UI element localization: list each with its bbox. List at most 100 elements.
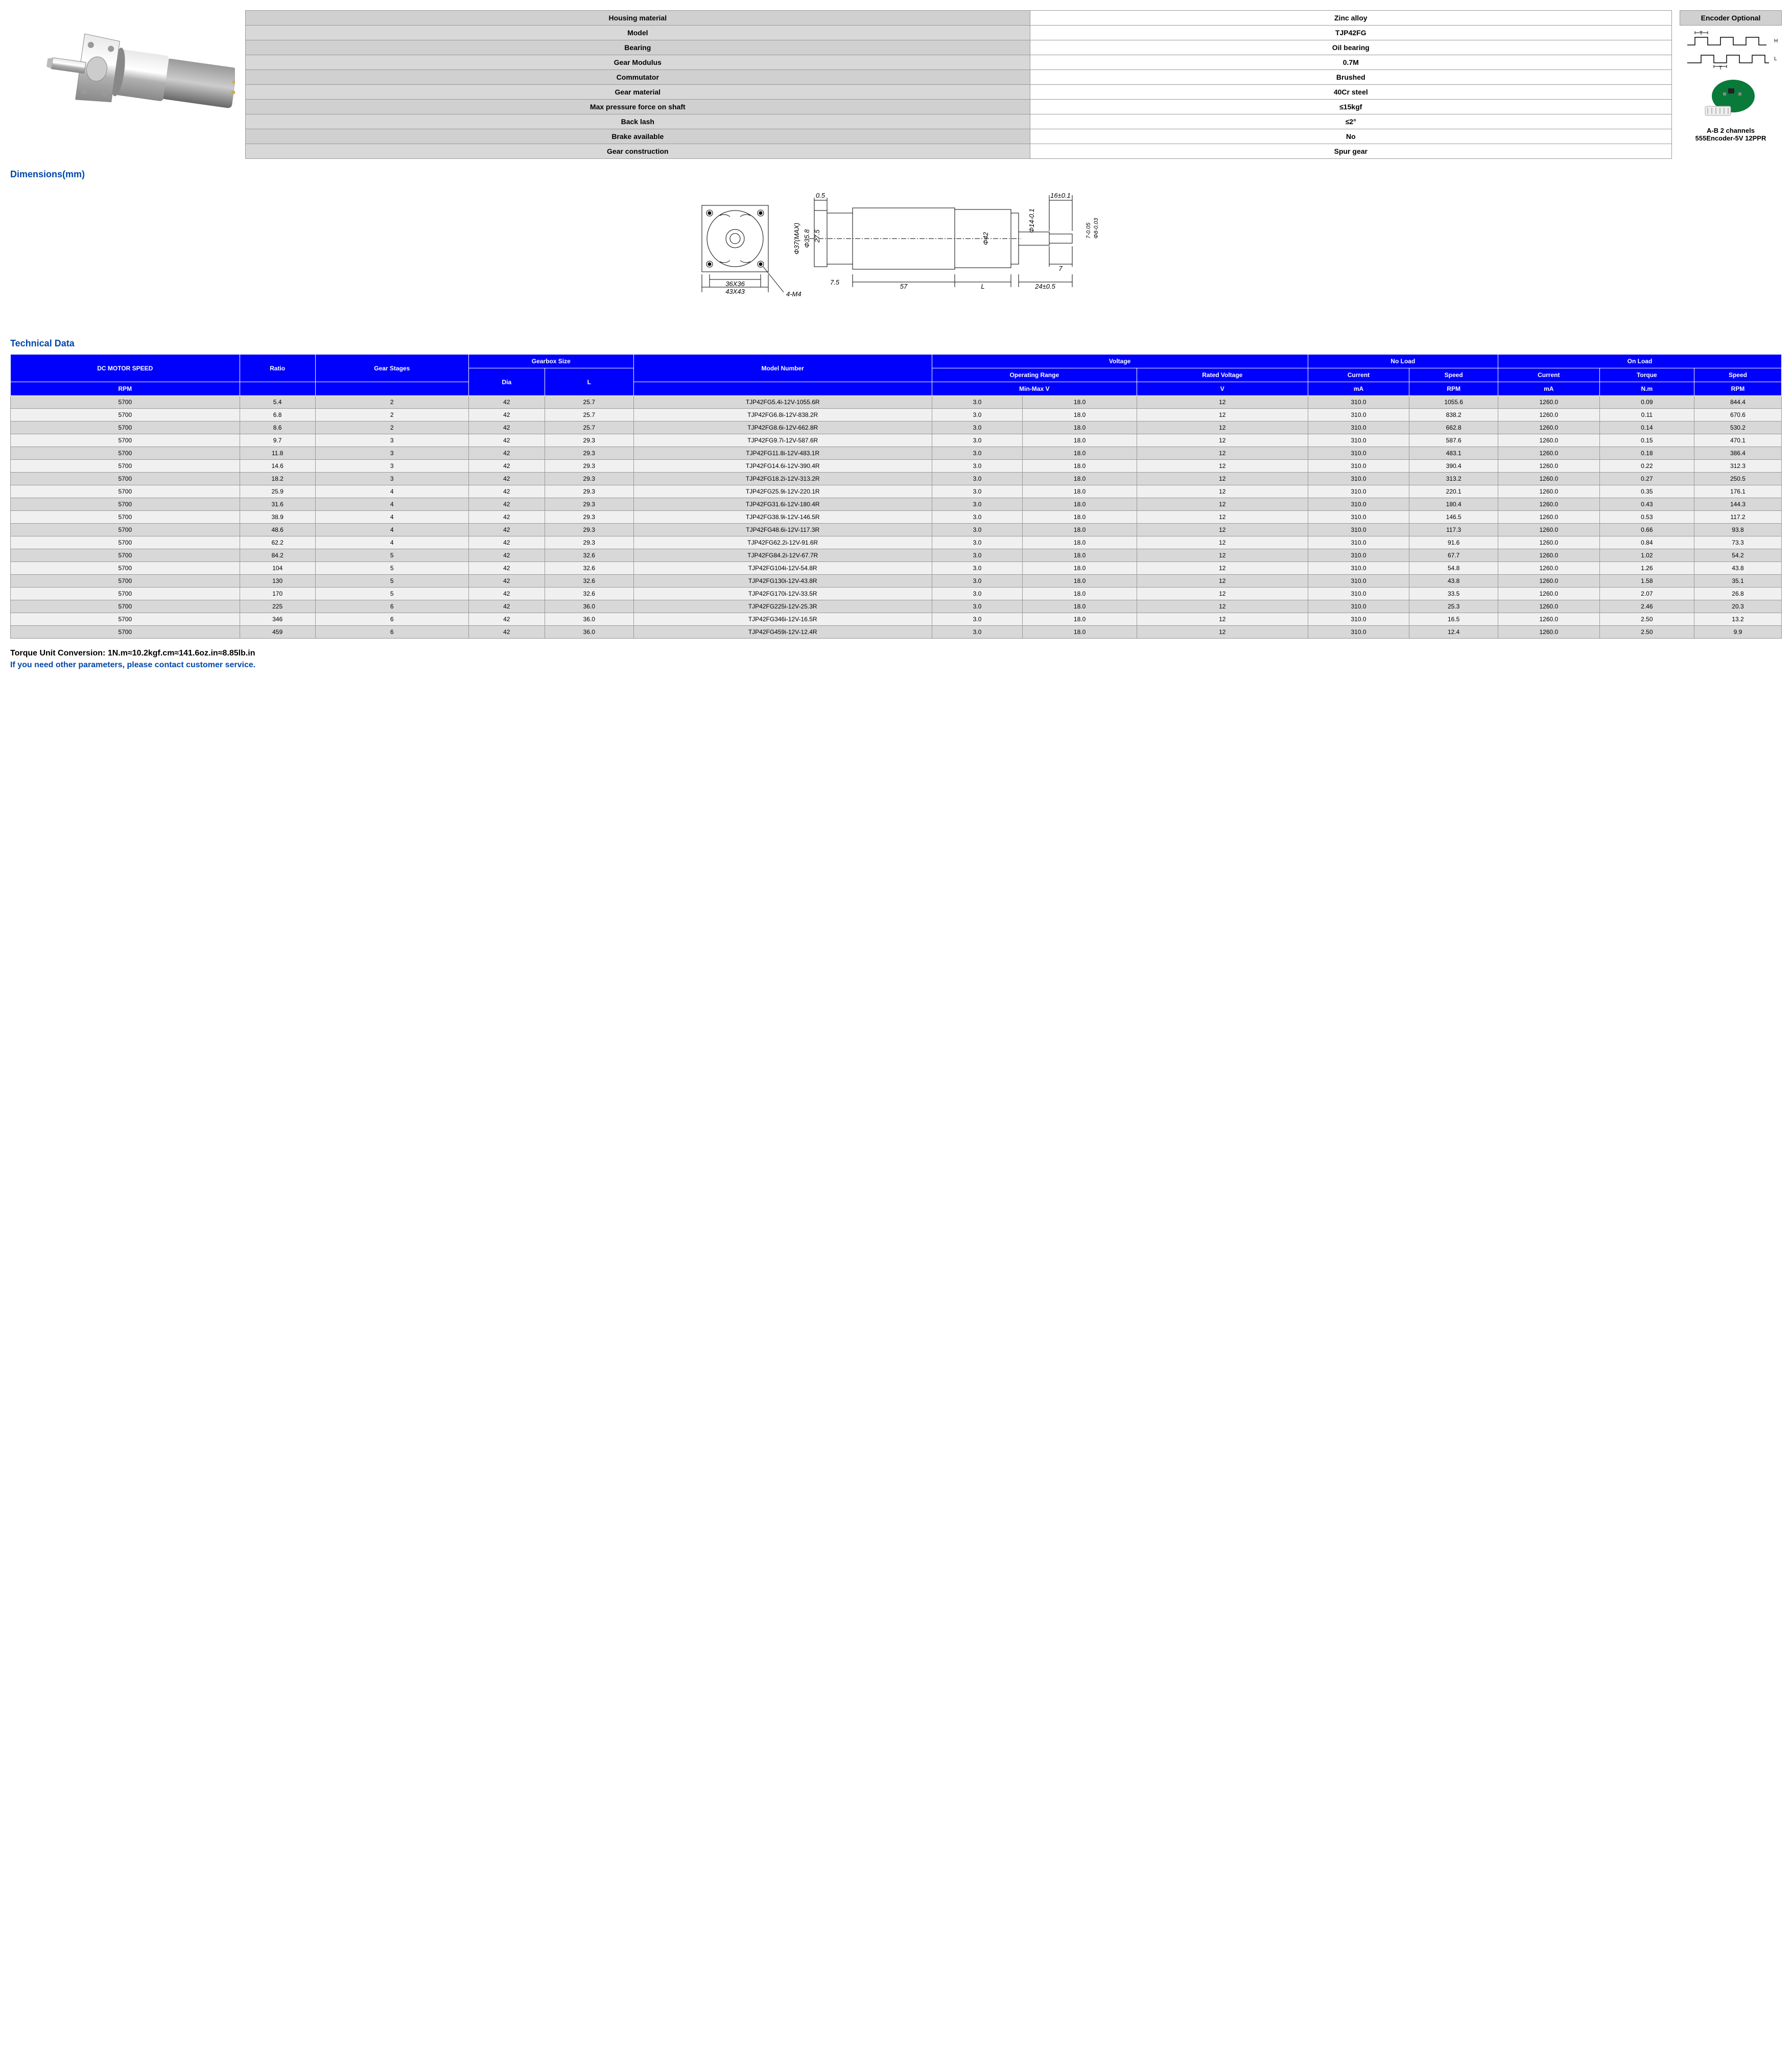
tech-row: 570048.644229.3TJP42FG48.6i-12V-117.3R3.… <box>11 524 1782 536</box>
tech-cell: 5700 <box>11 600 240 613</box>
tech-cell: 29.3 <box>545 485 633 498</box>
spec-row: Gear material40Cr steel <box>246 85 1672 100</box>
tech-cell: 43.8 <box>1409 575 1498 588</box>
tech-cell: 42 <box>468 524 545 536</box>
svg-text:H: H <box>1774 38 1778 44</box>
tech-cell: 3.0 <box>932 485 1023 498</box>
tech-cell: 3.0 <box>932 626 1023 639</box>
tech-cell: 18.0 <box>1023 626 1137 639</box>
tech-cell: 12 <box>1137 575 1308 588</box>
tech-cell: 3 <box>315 447 468 460</box>
svg-text:Φ8-0.03: Φ8-0.03 <box>1093 218 1099 239</box>
tech-cell: 42 <box>468 409 545 421</box>
th-rpm3: RPM <box>1694 382 1781 396</box>
tech-cell: 662.8 <box>1409 421 1498 434</box>
tech-cell: 3.0 <box>932 524 1023 536</box>
tech-cell: 25.9 <box>240 485 315 498</box>
tech-cell: 5 <box>315 549 468 562</box>
tech-row: 570018.234229.3TJP42FG18.2i-12V-313.2R3.… <box>11 473 1782 485</box>
tech-cell: 386.4 <box>1694 447 1781 460</box>
tech-cell: 5 <box>315 562 468 575</box>
tech-cell: 32.6 <box>545 549 633 562</box>
tech-row: 570038.944229.3TJP42FG38.9i-12V-146.5R3.… <box>11 511 1782 524</box>
tech-cell: 42 <box>468 485 545 498</box>
tech-cell: 3.0 <box>932 460 1023 473</box>
tech-cell: 310.0 <box>1308 511 1409 524</box>
tech-cell: 0.43 <box>1599 498 1694 511</box>
tech-cell: 62.2 <box>240 536 315 549</box>
tech-cell: 5700 <box>11 473 240 485</box>
tech-cell: 32.6 <box>545 588 633 600</box>
tech-cell: 2 <box>315 409 468 421</box>
tech-cell: 3.0 <box>932 447 1023 460</box>
tech-cell: 12 <box>1137 421 1308 434</box>
tech-cell: 36.0 <box>545 626 633 639</box>
tech-cell: 12 <box>1137 409 1308 421</box>
tech-cell: 1260.0 <box>1498 447 1599 460</box>
th-ma2: mA <box>1498 382 1599 396</box>
tech-cell: TJP42FG170i-12V-33.5R <box>633 588 932 600</box>
tech-cell: 32.6 <box>545 575 633 588</box>
tech-cell: 1260.0 <box>1498 421 1599 434</box>
spec-row: Max pressure force on shaft≤15kgf <box>246 100 1672 114</box>
tech-cell: 310.0 <box>1308 600 1409 613</box>
tech-cell: 12 <box>1137 498 1308 511</box>
encoder-board-image <box>1700 78 1761 119</box>
tech-cell: 14.6 <box>240 460 315 473</box>
tech-cell: 12 <box>1137 549 1308 562</box>
tech-cell: 5700 <box>11 536 240 549</box>
tech-cell: 0.27 <box>1599 473 1694 485</box>
tech-cell: 670.6 <box>1694 409 1781 421</box>
tech-cell: 73.3 <box>1694 536 1781 549</box>
tech-cell: 5700 <box>11 485 240 498</box>
tech-cell: 1260.0 <box>1498 460 1599 473</box>
tech-cell: 5700 <box>11 549 240 562</box>
tech-cell: 12 <box>1137 626 1308 639</box>
tech-cell: 31.6 <box>240 498 315 511</box>
svg-text:Φ14-0.1: Φ14-0.1 <box>1028 208 1035 233</box>
tech-cell: 12 <box>1137 600 1308 613</box>
th-ol-current: Current <box>1498 368 1599 382</box>
spec-value: TJP42FG <box>1030 26 1671 40</box>
tech-cell: TJP42FG38.9i-12V-146.5R <box>633 511 932 524</box>
tech-cell: 3.0 <box>932 434 1023 447</box>
tech-cell: 0.35 <box>1599 485 1694 498</box>
svg-text:Φ37(MAX): Φ37(MAX) <box>793 223 800 254</box>
tech-cell: 1055.6 <box>1409 396 1498 409</box>
tech-cell: 42 <box>468 511 545 524</box>
th-onload: On Load <box>1498 355 1781 368</box>
th-ratio: Ratio <box>240 355 315 382</box>
tech-cell: 5700 <box>11 460 240 473</box>
spec-label: Back lash <box>246 114 1030 129</box>
tech-cell: 12.4 <box>1409 626 1498 639</box>
tech-cell: 9.9 <box>1694 626 1781 639</box>
tech-cell: 3.0 <box>932 409 1023 421</box>
tech-cell: 310.0 <box>1308 409 1409 421</box>
spec-row: BearingOil bearing <box>246 40 1672 55</box>
spec-label: Housing material <box>246 11 1030 26</box>
tech-row: 570031.644229.3TJP42FG31.6i-12V-180.4R3.… <box>11 498 1782 511</box>
tech-row: 570034664236.0TJP42FG346i-12V-16.5R3.018… <box>11 613 1782 626</box>
tech-cell: 42 <box>468 626 545 639</box>
spec-label: Gear material <box>246 85 1030 100</box>
tech-cell: TJP42FG84.2i-12V-67.7R <box>633 549 932 562</box>
tech-cell: 3 <box>315 460 468 473</box>
tech-cell: 530.2 <box>1694 421 1781 434</box>
th-nl-speed: Speed <box>1409 368 1498 382</box>
tech-cell: 5 <box>315 588 468 600</box>
tech-cell: 2.50 <box>1599 613 1694 626</box>
tech-cell: TJP42FG6.8i-12V-838.2R <box>633 409 932 421</box>
tech-cell: 12 <box>1137 396 1308 409</box>
tech-cell: 18.0 <box>1023 421 1137 434</box>
tech-cell: 0.11 <box>1599 409 1694 421</box>
tech-cell: 0.84 <box>1599 536 1694 549</box>
tech-cell: 1.02 <box>1599 549 1694 562</box>
spec-row: Back lash≤2° <box>246 114 1672 129</box>
tech-cell: TJP42FG31.6i-12V-180.4R <box>633 498 932 511</box>
tech-cell: 310.0 <box>1308 460 1409 473</box>
spec-row: Gear Modulus0.7M <box>246 55 1672 70</box>
tech-cell: 42 <box>468 575 545 588</box>
tech-cell: 42 <box>468 434 545 447</box>
spec-label: Max pressure force on shaft <box>246 100 1030 114</box>
tech-cell: 18.2 <box>240 473 315 485</box>
